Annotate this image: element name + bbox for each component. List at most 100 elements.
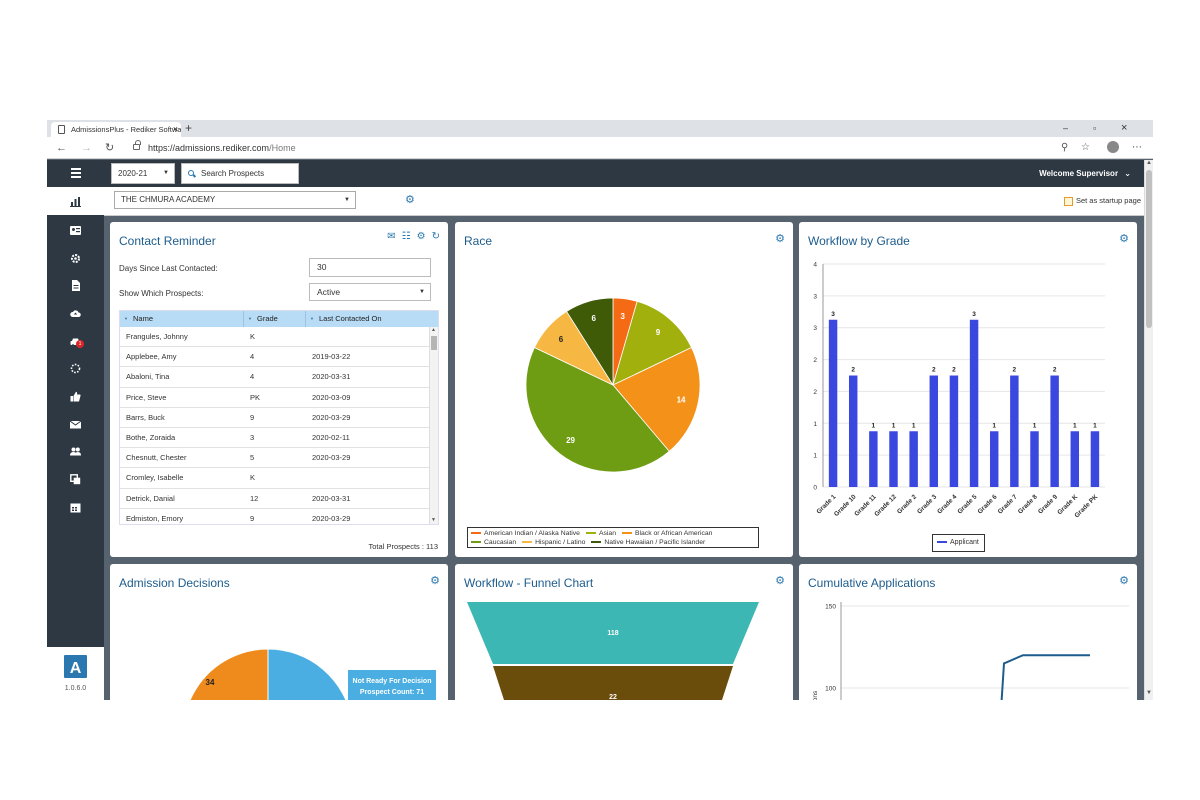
table-row[interactable]: Abaloni, Tina 4 2020-03-31 — [120, 367, 430, 388]
table-row[interactable]: Cromley, Isabelle K — [120, 468, 430, 489]
gear-icon[interactable] — [70, 253, 81, 264]
gear-icon[interactable]: ⚙ — [430, 575, 440, 587]
cell-grade: 9 — [250, 412, 255, 422]
user-menu[interactable]: Welcome Supervisor ⌄ — [1039, 160, 1131, 187]
legend-item[interactable]: Asian — [585, 529, 616, 538]
column-header-name[interactable]: Name — [120, 311, 244, 327]
forward-icon[interactable]: → — [81, 142, 92, 154]
pie-slice[interactable] — [612, 346, 701, 452]
bar[interactable] — [828, 319, 838, 487]
document-icon[interactable] — [70, 280, 81, 291]
thumbs-up-icon[interactable] — [70, 391, 81, 402]
dashboard-settings-icon[interactable]: ⚙ — [405, 194, 415, 206]
bar[interactable] — [869, 431, 878, 487]
browser-tab[interactable]: AdmissionsPlus - Rediker Software × — [51, 122, 181, 137]
bar[interactable] — [889, 431, 898, 487]
bar[interactable] — [909, 431, 918, 487]
scroll-down-icon[interactable]: ▼ — [431, 517, 436, 523]
more-icon[interactable]: ⋯ — [1132, 142, 1142, 153]
bar[interactable] — [1090, 431, 1100, 487]
contact-card-icon[interactable] — [70, 225, 81, 236]
bar[interactable] — [848, 375, 858, 488]
gear-icon[interactable]: ⚙ — [1119, 233, 1129, 245]
table-row[interactable]: Edmiston, Emory 9 2020-03-29 — [120, 509, 430, 524]
gear-icon[interactable]: ⚙ — [775, 233, 785, 245]
column-header-last-contacted[interactable]: Last Contacted On — [306, 311, 438, 327]
sidebar-item-car[interactable]: 1 — [70, 335, 84, 348]
users-icon[interactable] — [70, 446, 81, 457]
app-logo[interactable]: A — [62, 653, 89, 680]
set-startup-page-link[interactable]: Set as startup page — [1063, 196, 1141, 206]
spinner-icon[interactable] — [70, 363, 81, 374]
funnel-segment[interactable] — [467, 602, 759, 664]
bar[interactable] — [1010, 375, 1019, 488]
show-prospects-select[interactable]: Active ▼ — [309, 283, 431, 301]
url-path: /Home — [269, 143, 296, 153]
zoom-icon[interactable]: ⚲ — [1061, 142, 1069, 153]
maximize-icon[interactable]: ▫ — [1093, 123, 1097, 133]
envelope-icon[interactable] — [70, 419, 81, 430]
refresh-icon[interactable]: ↻ — [105, 142, 115, 154]
page-scrollbar[interactable]: ▲ ▼ — [1144, 160, 1153, 700]
table-row[interactable]: Frangules, Johnny K — [120, 327, 430, 348]
sidebar-item-dashboard[interactable] — [47, 187, 104, 215]
bar[interactable] — [1030, 431, 1039, 487]
email-icon[interactable]: ✉ — [387, 231, 396, 242]
gear-icon[interactable]: ⚙ — [1119, 575, 1129, 587]
bar[interactable] — [1050, 375, 1059, 488]
back-icon[interactable]: ← — [56, 142, 67, 154]
legend-item[interactable]: Black or African American — [621, 529, 712, 538]
calendar-icon[interactable] — [70, 502, 81, 513]
bar[interactable] — [929, 375, 939, 488]
excel-export-icon[interactable]: ☷ — [401, 231, 411, 242]
refresh-icon[interactable]: ↻ — [431, 231, 440, 242]
scroll-up-icon[interactable]: ▲ — [431, 327, 436, 333]
funnel-segment[interactable] — [493, 666, 733, 700]
table-row[interactable]: Price, Steve PK 2020-03-09 — [120, 388, 430, 408]
days-since-input[interactable]: 30 — [309, 258, 431, 277]
school-year-select[interactable]: 2020-21 ▼ — [111, 163, 175, 184]
gear-icon[interactable]: ⚙ — [416, 231, 426, 242]
cell-grade: 3 — [250, 433, 255, 442]
cloud-upload-icon[interactable] — [70, 308, 81, 319]
search-prospects-input[interactable]: Search Prospects — [181, 163, 299, 184]
new-tab-icon[interactable]: + — [185, 121, 193, 135]
table-scrollbar[interactable]: ▲ ▼ — [429, 327, 438, 524]
donut-slice[interactable] — [183, 648, 269, 700]
copy-icon[interactable] — [70, 474, 81, 485]
table-row[interactable]: Barrs, Buck 9 2020-03-29 — [120, 408, 430, 428]
scroll-down-icon[interactable]: ▼ — [1146, 690, 1152, 696]
gear-icon[interactable]: ⚙ — [775, 575, 785, 587]
pie-slice[interactable] — [612, 300, 693, 386]
legend-item[interactable]: Native Hawaiian / Pacific Islander — [591, 538, 705, 547]
table-row[interactable]: Detrick, Danial 12 2020-03-31 — [120, 489, 430, 509]
table-row[interactable]: Bothe, Zoraida 3 2020-02-11 — [120, 428, 430, 449]
bar[interactable] — [949, 375, 959, 488]
scrollbar-thumb[interactable] — [431, 336, 437, 350]
legend-item[interactable]: Hispanic / Latino — [522, 538, 585, 547]
search-icon — [188, 170, 194, 176]
series-line[interactable] — [995, 654, 1090, 700]
profile-avatar[interactable] — [1107, 141, 1119, 153]
legend-item[interactable]: American Indian / Alaska Native — [471, 529, 580, 538]
close-tab-icon[interactable]: × — [172, 124, 178, 134]
cell-grade: PK — [250, 392, 261, 402]
bar[interactable] — [1070, 431, 1080, 487]
scrollbar-thumb[interactable] — [1146, 170, 1152, 328]
url-field[interactable]: https://admissions.rediker.com/Home — [148, 141, 296, 155]
pie-slice[interactable] — [566, 297, 614, 387]
legend-item[interactable]: Caucasian — [471, 538, 516, 547]
minimize-icon[interactable]: ‒ — [1063, 123, 1069, 133]
favorite-star-icon[interactable]: ☆ — [1081, 142, 1090, 153]
bar[interactable] — [989, 431, 999, 487]
scroll-up-icon[interactable]: ▲ — [1146, 160, 1152, 166]
table-row[interactable]: Applebee, Amy 4 2019-03-22 — [120, 347, 430, 368]
close-window-icon[interactable]: × — [1121, 122, 1128, 134]
donut-slice[interactable] — [192, 648, 353, 700]
school-select[interactable]: THE CHMURA ACADEMY ▼ — [114, 191, 356, 209]
table-row[interactable]: Chesnutt, Chester 5 2020-03-29 — [120, 448, 430, 469]
pie-slice[interactable] — [525, 346, 670, 473]
column-header-grade[interactable]: Grade — [244, 311, 306, 327]
hamburger-menu-icon[interactable] — [71, 168, 81, 170]
bar[interactable] — [969, 319, 979, 487]
